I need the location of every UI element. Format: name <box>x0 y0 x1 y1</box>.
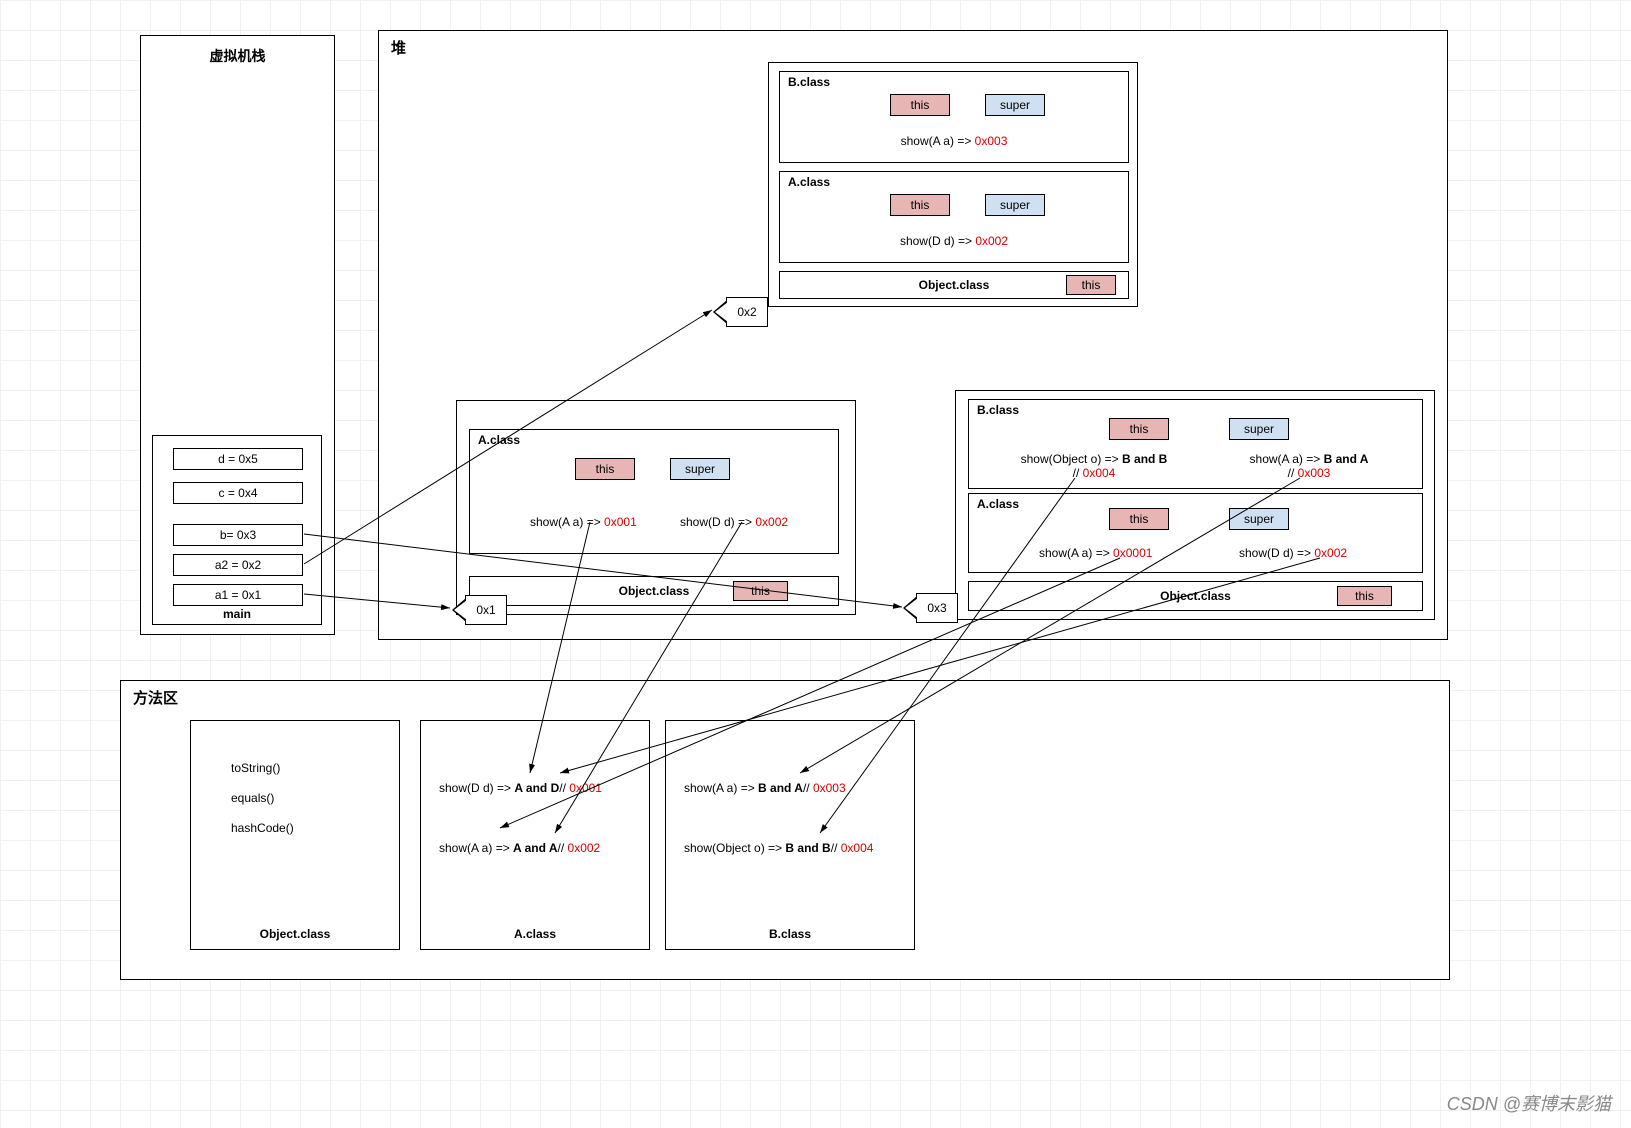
obj2-aclass-title: A.class <box>788 175 830 189</box>
obj3-show-a: show(A a) => B and A // 0x003 <box>1219 452 1399 480</box>
ma-object-m2: hashCode() <box>231 821 294 835</box>
ma-a-name: A.class <box>421 927 649 941</box>
obj3-a-this: this <box>1109 508 1169 530</box>
ma-object-m0: toString() <box>231 761 280 775</box>
ma-a-m2: show(A a) => A and A// 0x002 <box>439 841 600 855</box>
ma-b-class: show(A a) => B and A// 0x003 show(Object… <box>665 720 915 950</box>
var-a2: a2 = 0x2 <box>173 554 303 576</box>
main-label: main <box>153 607 321 621</box>
heap-obj3: B.class this super show(Object o) => B a… <box>955 390 1435 620</box>
heap-obj2: B.class this super show(A a) => 0x003 A.… <box>768 62 1138 307</box>
obj3-a-show-a: show(A a) => 0x0001 <box>1039 546 1152 560</box>
obj3-bclass: B.class this super show(Object o) => B a… <box>968 399 1423 489</box>
var-d: d = 0x5 <box>173 448 303 470</box>
obj2-a-this: this <box>890 194 950 216</box>
obj2-b-super: super <box>985 94 1045 116</box>
obj3-object-this: this <box>1337 586 1392 606</box>
obj2-aclass: A.class this super show(D d) => 0x002 <box>779 171 1129 263</box>
ptr-0x1: 0x1 <box>465 595 507 625</box>
ma-a-m1: show(D d) => A and D// 0x001 <box>439 781 602 795</box>
stack-title: 虚拟机栈 <box>141 46 334 66</box>
obj1-show-a: show(A a) => 0x001 <box>530 515 637 529</box>
var-b: b= 0x3 <box>173 524 303 546</box>
var-a1: a1 = 0x1 <box>173 584 303 606</box>
watermark: CSDN @赛博末影猫 <box>1447 1090 1611 1116</box>
ma-object-m1: equals() <box>231 791 274 805</box>
obj2-objectclass: Object.class this <box>779 271 1129 299</box>
obj1-aclass: A.class this super show(A a) => 0x001 sh… <box>469 429 839 554</box>
obj1-aclass-title: A.class <box>478 433 520 447</box>
obj2-bclass-title: B.class <box>788 75 830 89</box>
obj2-bclass: B.class this super show(A a) => 0x003 <box>779 71 1129 163</box>
ma-b-name: B.class <box>666 927 914 941</box>
heap-title: 堆 <box>391 37 406 58</box>
ma-object-class: toString() equals() hashCode() Object.cl… <box>190 720 400 950</box>
ptr-0x2: 0x2 <box>726 297 768 327</box>
ma-object-name: Object.class <box>191 927 399 941</box>
obj3-bclass-title: B.class <box>977 403 1019 417</box>
obj3-b-super: super <box>1229 418 1289 440</box>
obj1-show-d: show(D d) => 0x002 <box>680 515 788 529</box>
ma-b-m2: show(Object o) => B and B// 0x004 <box>684 841 873 855</box>
method-area-title: 方法区 <box>133 687 178 708</box>
obj3-aclass: A.class this super show(A a) => 0x0001 s… <box>968 493 1423 573</box>
obj1-super: super <box>670 458 730 480</box>
var-c: c = 0x4 <box>173 482 303 504</box>
ma-b-m1: show(A a) => B and A// 0x003 <box>684 781 846 795</box>
obj2-show-a: show(A a) => 0x003 <box>780 134 1128 148</box>
obj3-a-super: super <box>1229 508 1289 530</box>
obj3-b-this: this <box>1109 418 1169 440</box>
obj1-objectclass: Object.class this <box>469 576 839 606</box>
obj3-show-obj: show(Object o) => B and B // 0x004 <box>994 452 1194 480</box>
obj3-objectclass: Object.class this <box>968 581 1423 611</box>
obj3-aclass-title: A.class <box>977 497 1019 511</box>
obj2-a-super: super <box>985 194 1045 216</box>
obj2-show-d: show(D d) => 0x002 <box>780 234 1128 248</box>
obj1-this: this <box>575 458 635 480</box>
heap-obj1: A.class this super show(A a) => 0x001 sh… <box>456 400 856 615</box>
obj1-object-this: this <box>733 581 788 601</box>
obj3-a-show-d: show(D d) => 0x002 <box>1239 546 1347 560</box>
obj2-object-this: this <box>1066 275 1116 295</box>
ptr-0x3: 0x3 <box>916 593 958 623</box>
main-frame: d = 0x5 c = 0x4 b= 0x3 a2 = 0x2 a1 = 0x1… <box>152 435 322 625</box>
obj2-b-this: this <box>890 94 950 116</box>
ma-a-class: show(D d) => A and D// 0x001 show(A a) =… <box>420 720 650 950</box>
